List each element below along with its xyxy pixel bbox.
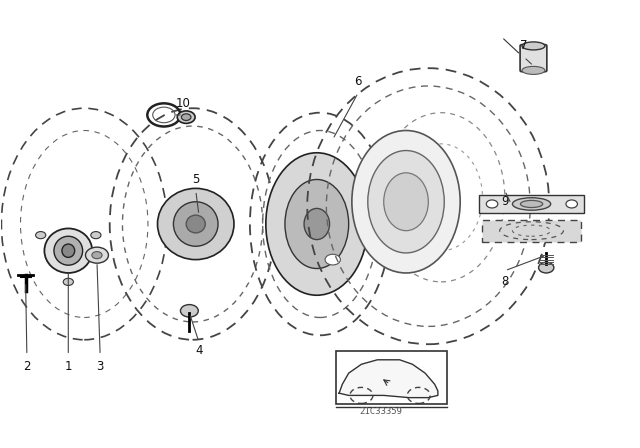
Ellipse shape bbox=[522, 42, 545, 50]
Ellipse shape bbox=[186, 215, 205, 233]
Text: 3: 3 bbox=[97, 360, 104, 373]
Ellipse shape bbox=[520, 200, 543, 207]
Ellipse shape bbox=[173, 202, 218, 246]
Circle shape bbox=[36, 232, 46, 239]
Circle shape bbox=[86, 247, 108, 263]
Text: 21C33359: 21C33359 bbox=[359, 407, 402, 416]
Ellipse shape bbox=[368, 151, 444, 253]
Circle shape bbox=[325, 254, 340, 265]
Text: 7: 7 bbox=[520, 39, 527, 52]
Circle shape bbox=[92, 252, 102, 259]
Ellipse shape bbox=[285, 180, 349, 268]
Ellipse shape bbox=[181, 114, 191, 121]
Ellipse shape bbox=[177, 111, 195, 123]
Text: 4: 4 bbox=[195, 345, 203, 358]
Ellipse shape bbox=[157, 188, 234, 260]
Ellipse shape bbox=[304, 208, 330, 240]
Circle shape bbox=[486, 200, 498, 208]
Circle shape bbox=[539, 262, 554, 273]
Polygon shape bbox=[479, 195, 584, 213]
Circle shape bbox=[566, 200, 577, 208]
Ellipse shape bbox=[62, 244, 75, 258]
Ellipse shape bbox=[44, 228, 92, 273]
Text: 8: 8 bbox=[501, 276, 509, 289]
Circle shape bbox=[91, 232, 101, 239]
Circle shape bbox=[180, 305, 198, 317]
Text: 9: 9 bbox=[501, 195, 509, 208]
Text: 10: 10 bbox=[175, 97, 191, 110]
Circle shape bbox=[63, 278, 74, 285]
Text: 2: 2 bbox=[23, 360, 31, 373]
Bar bbox=[336, 351, 447, 404]
Polygon shape bbox=[483, 220, 581, 242]
FancyBboxPatch shape bbox=[520, 44, 547, 72]
Ellipse shape bbox=[522, 66, 545, 74]
Ellipse shape bbox=[266, 153, 368, 295]
Ellipse shape bbox=[54, 236, 83, 265]
Ellipse shape bbox=[384, 173, 428, 231]
Polygon shape bbox=[339, 360, 438, 398]
Ellipse shape bbox=[352, 130, 460, 273]
Ellipse shape bbox=[513, 198, 550, 210]
Text: 1: 1 bbox=[65, 360, 72, 373]
Text: 5: 5 bbox=[192, 173, 200, 186]
Text: 6: 6 bbox=[355, 75, 362, 88]
